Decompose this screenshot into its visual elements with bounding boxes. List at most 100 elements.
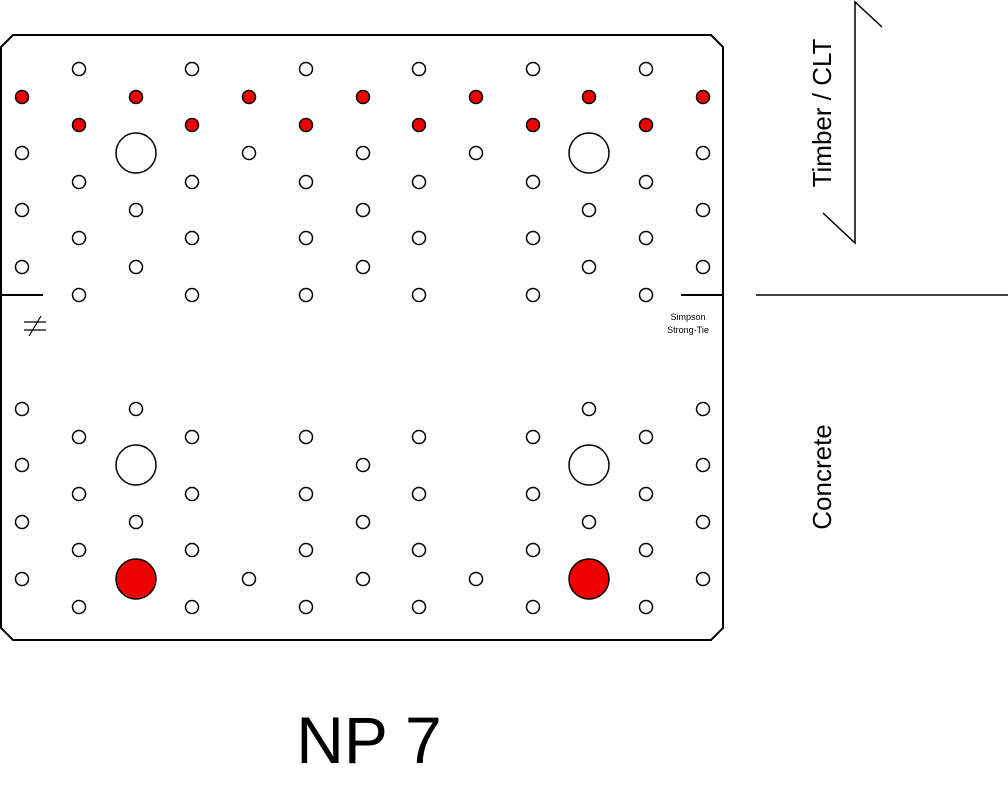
nail-hole bbox=[411, 230, 427, 246]
nail-hole bbox=[525, 61, 541, 77]
nail-hole bbox=[581, 514, 597, 530]
nail-hole bbox=[71, 429, 87, 445]
nail-hole bbox=[184, 174, 200, 190]
nail-hole bbox=[355, 571, 371, 587]
nail-hole-marked bbox=[581, 89, 597, 105]
nail-hole bbox=[638, 542, 654, 558]
nail-hole bbox=[525, 230, 541, 246]
nail-hole bbox=[355, 259, 371, 275]
nail-hole-marked bbox=[128, 89, 144, 105]
nail-hole bbox=[298, 429, 314, 445]
nail-hole-marked bbox=[355, 89, 371, 105]
nail-hole-marked bbox=[695, 89, 711, 105]
bolt-hole-marked bbox=[115, 558, 157, 600]
not-equal-symbol bbox=[24, 315, 46, 337]
nail-hole bbox=[71, 61, 87, 77]
timber-break-line bbox=[822, 0, 883, 245]
nail-hole bbox=[411, 429, 427, 445]
nail-hole-marked bbox=[14, 89, 30, 105]
nail-hole bbox=[184, 287, 200, 303]
nail-hole-marked bbox=[468, 89, 484, 105]
nail-hole bbox=[581, 259, 597, 275]
nail-hole bbox=[71, 174, 87, 190]
nail-hole bbox=[241, 145, 257, 161]
nail-hole-marked bbox=[411, 117, 427, 133]
nail-hole-marked bbox=[298, 117, 314, 133]
nail-hole bbox=[71, 230, 87, 246]
nail-hole bbox=[298, 599, 314, 615]
nail-hole-marked bbox=[71, 117, 87, 133]
nail-hole bbox=[241, 571, 257, 587]
nail-hole bbox=[468, 571, 484, 587]
nail-hole bbox=[411, 174, 427, 190]
nail-hole bbox=[411, 542, 427, 558]
nail-hole bbox=[638, 486, 654, 502]
nail-hole bbox=[184, 599, 200, 615]
bolt-hole bbox=[115, 132, 157, 174]
nail-hole bbox=[128, 401, 144, 417]
concrete-label: Concrete bbox=[807, 424, 837, 530]
nail-hole bbox=[525, 429, 541, 445]
nail-hole bbox=[355, 145, 371, 161]
nail-hole bbox=[128, 514, 144, 530]
nail-hole bbox=[468, 145, 484, 161]
nail-hole-marked bbox=[241, 89, 257, 105]
nail-hole bbox=[695, 514, 711, 530]
nail-hole bbox=[298, 287, 314, 303]
nail-hole bbox=[695, 145, 711, 161]
holes bbox=[14, 61, 711, 615]
nail-hole bbox=[128, 202, 144, 218]
nail-hole bbox=[411, 599, 427, 615]
nail-hole bbox=[695, 457, 711, 473]
nail-hole-marked bbox=[184, 117, 200, 133]
nail-hole bbox=[695, 401, 711, 417]
bolt-hole bbox=[568, 132, 610, 174]
nail-hole bbox=[128, 259, 144, 275]
nail-hole bbox=[298, 230, 314, 246]
nail-hole bbox=[638, 429, 654, 445]
nail-hole bbox=[411, 61, 427, 77]
nail-hole bbox=[298, 542, 314, 558]
nail-hole bbox=[14, 401, 30, 417]
nail-hole bbox=[71, 486, 87, 502]
nail-hole bbox=[355, 514, 371, 530]
nail-hole bbox=[355, 202, 371, 218]
nail-hole bbox=[184, 230, 200, 246]
nail-hole bbox=[525, 486, 541, 502]
nail-hole bbox=[14, 571, 30, 587]
nail-hole bbox=[71, 287, 87, 303]
nail-hole bbox=[638, 61, 654, 77]
nail-hole bbox=[581, 401, 597, 417]
nail-hole bbox=[184, 486, 200, 502]
nail-hole bbox=[525, 174, 541, 190]
nail-hole bbox=[695, 259, 711, 275]
nail-hole bbox=[525, 599, 541, 615]
nail-hole bbox=[184, 429, 200, 445]
nail-hole bbox=[695, 202, 711, 218]
nail-hole-marked bbox=[638, 117, 654, 133]
nail-hole bbox=[411, 287, 427, 303]
nail-hole bbox=[184, 61, 200, 77]
nail-hole bbox=[638, 230, 654, 246]
nail-hole bbox=[525, 287, 541, 303]
nail-hole-marked bbox=[525, 117, 541, 133]
bolt-hole-marked bbox=[568, 558, 610, 600]
nail-hole bbox=[71, 599, 87, 615]
nail-hole bbox=[581, 202, 597, 218]
plate-title: NP 7 bbox=[296, 703, 442, 777]
plate-outline bbox=[0, 34, 724, 641]
nail-hole bbox=[355, 457, 371, 473]
nail-hole bbox=[298, 486, 314, 502]
nail-hole bbox=[14, 514, 30, 530]
nail-hole bbox=[14, 145, 30, 161]
timber-label: Timber / CLT bbox=[807, 38, 837, 187]
nail-hole bbox=[14, 202, 30, 218]
nail-hole bbox=[298, 174, 314, 190]
nail-hole bbox=[14, 259, 30, 275]
nail-hole bbox=[184, 542, 200, 558]
bolt-hole bbox=[115, 444, 157, 486]
nail-hole bbox=[638, 174, 654, 190]
brand-label: Simpson bbox=[670, 312, 705, 322]
nail-hole bbox=[695, 571, 711, 587]
